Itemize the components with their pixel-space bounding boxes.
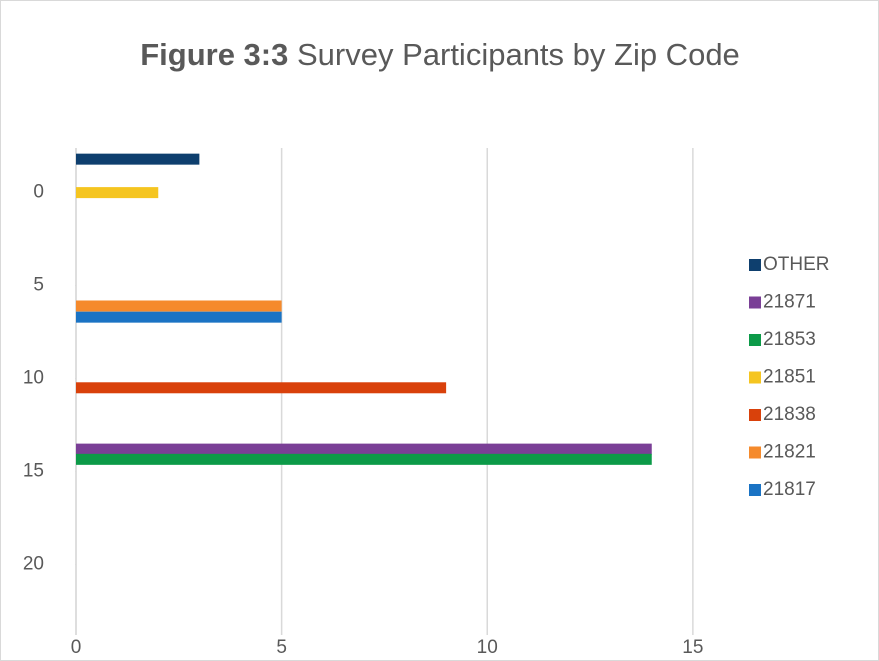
legend-label: 21817 — [763, 479, 816, 500]
bar — [76, 443, 652, 455]
bar — [76, 453, 652, 465]
legend-swatch — [749, 371, 761, 384]
title-text: Survey Participants by Zip Code — [296, 37, 740, 72]
chart-title: Figure 3:3 Survey Participants by Zip Co… — [130, 36, 750, 74]
legend-swatch — [749, 484, 761, 496]
legend-swatch — [749, 446, 761, 459]
legend-label: 21871 — [763, 292, 816, 313]
legend-label: 21851 — [763, 367, 816, 388]
bar — [76, 187, 159, 199]
bar — [76, 311, 282, 323]
bar — [76, 300, 282, 312]
legend-label: 21821 — [763, 442, 816, 463]
y-tick-label: 10 — [23, 368, 44, 389]
title-prefix: Figure 3:3 — [140, 37, 289, 72]
y-tick-label: 0 — [33, 182, 44, 203]
x-tick-label: 10 — [477, 637, 498, 658]
x-tick-label: 15 — [682, 637, 703, 658]
x-tick-label: 5 — [276, 637, 287, 658]
bar — [76, 382, 447, 394]
legend-label: 21838 — [763, 404, 816, 425]
y-tick-label: 20 — [23, 553, 44, 574]
legend-label: OTHER — [763, 254, 830, 275]
legend-label: 21853 — [763, 329, 816, 350]
legend-swatch — [749, 334, 761, 346]
legend-swatch — [749, 409, 761, 421]
y-tick-label: 5 — [33, 275, 44, 296]
y-tick-label: 15 — [23, 460, 44, 481]
bar — [76, 153, 200, 165]
legend-swatch — [749, 259, 761, 271]
legend-swatch — [749, 296, 761, 309]
x-tick-label: 0 — [71, 637, 82, 658]
